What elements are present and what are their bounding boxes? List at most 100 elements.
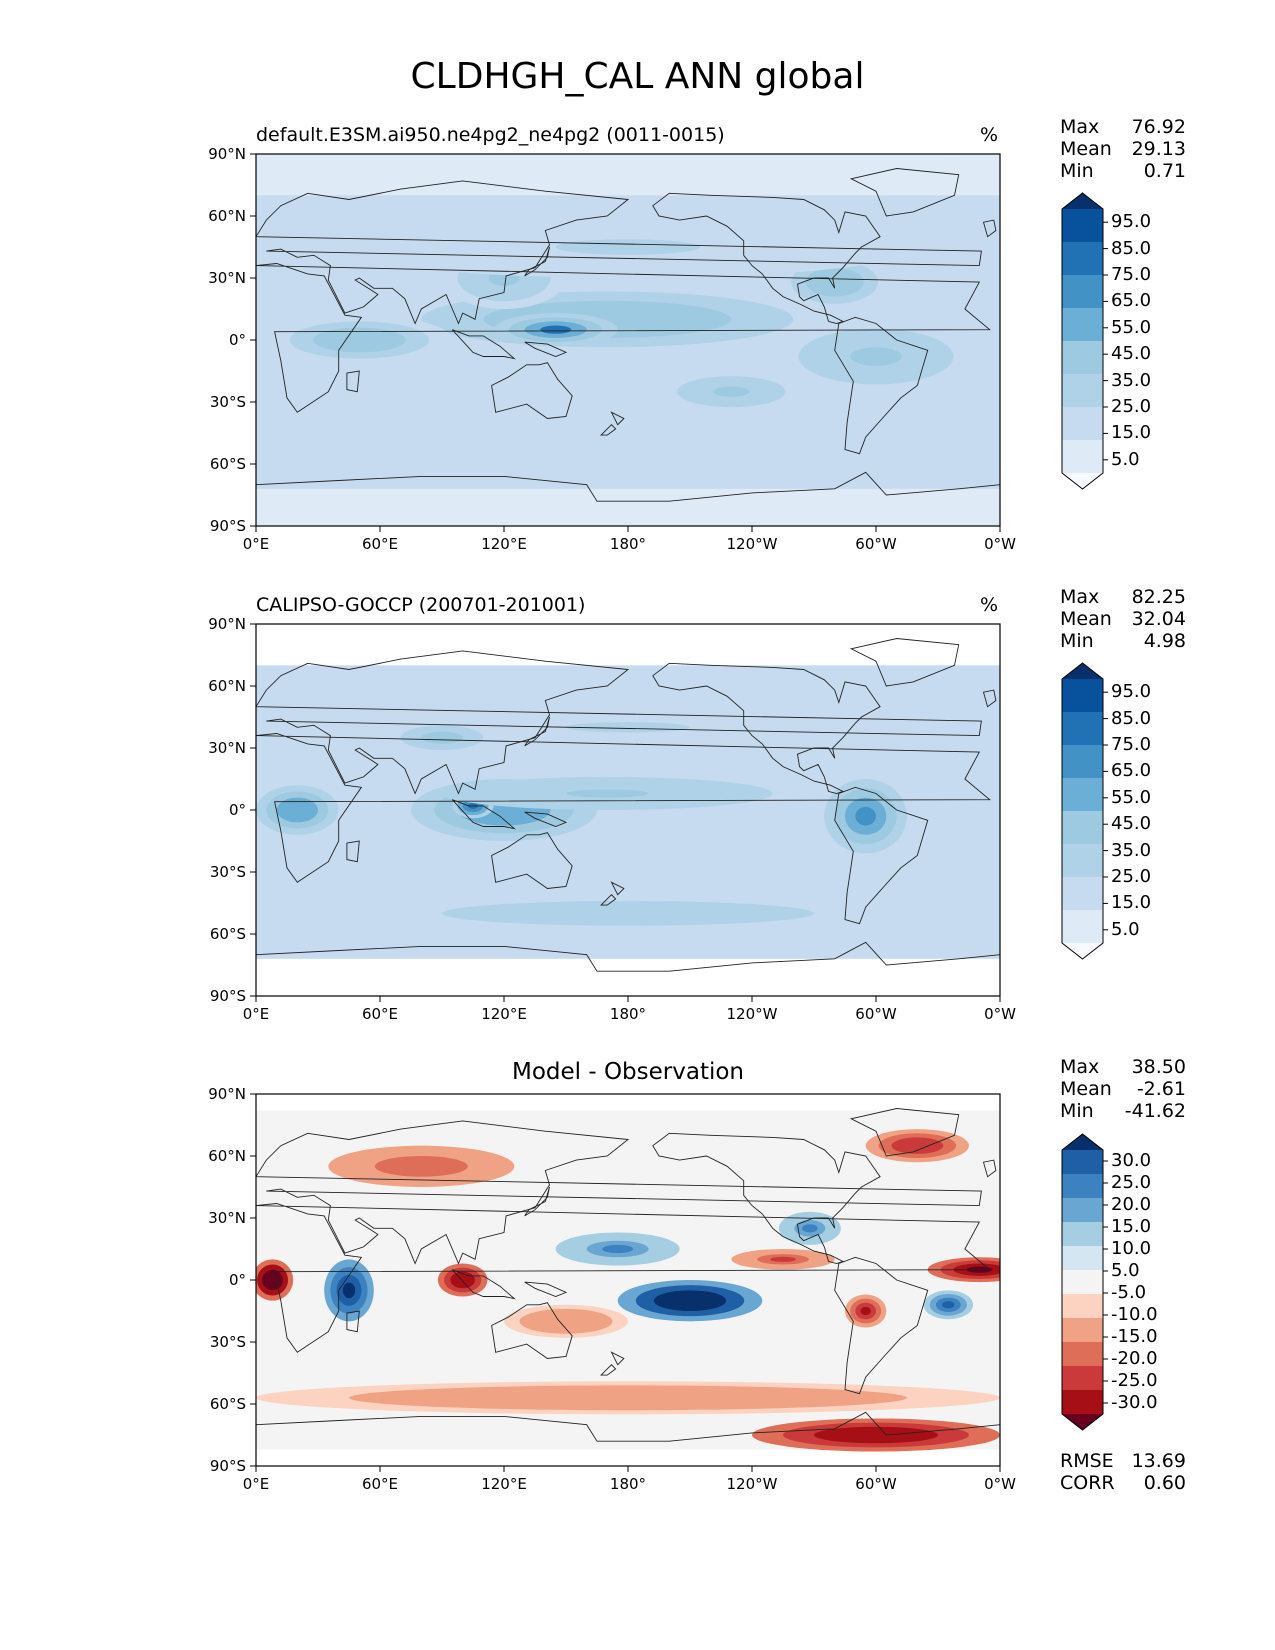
field-region-7: [456, 1275, 469, 1285]
y-tick-label: 60°N: [208, 677, 246, 695]
coastline: [610, 411, 625, 426]
colorbar-label: 15.0: [1111, 1216, 1152, 1237]
x-tick-label: 60°W: [855, 535, 897, 553]
coastline: [600, 894, 617, 906]
y-tick-label: 60°N: [208, 207, 246, 225]
stat-value: 38.50: [1131, 1056, 1186, 1078]
field-region-8: [535, 907, 721, 920]
coastline: [652, 1132, 881, 1264]
colorbar-label: 35.0: [1111, 369, 1152, 391]
field-region-3: [287, 803, 308, 817]
colorbar-label: 30.0: [1111, 1150, 1152, 1171]
colorbar-label: 5.0: [1111, 1260, 1140, 1281]
stat-row: RMSE 13.69: [1060, 1450, 1186, 1472]
field-region-5: [713, 386, 750, 397]
coastline: [849, 168, 960, 217]
coastline: [524, 1186, 550, 1217]
coastline: [256, 1411, 1000, 1466]
colorbar-label: 15.0: [1111, 892, 1152, 914]
coastline: [256, 941, 1000, 996]
panel-3: [250, 1093, 1108, 1472]
panel-title: CALIPSO-GOCCP (200701-201001): [256, 594, 586, 616]
colorbar-label: 65.0: [1111, 290, 1152, 312]
field-region-12: [398, 1161, 445, 1172]
stat-label: Max: [1060, 1056, 1100, 1078]
stat-value: -2.61: [1136, 1078, 1186, 1100]
colorbar-outline: [1061, 192, 1104, 490]
colorbar-label: 35.0: [1111, 839, 1152, 861]
field-region-15: [550, 1317, 582, 1326]
colorbar-bin: [1062, 407, 1103, 441]
coastline: [982, 219, 997, 238]
colorbar-extend-max: [1062, 1134, 1103, 1150]
stat-label: Mean: [1060, 138, 1112, 160]
field-region-5: [566, 789, 649, 798]
x-tick-label: 180°: [609, 535, 647, 553]
polar-band-north: [256, 154, 1000, 196]
coastline: [256, 263, 991, 413]
y-tick-label: 30°N: [208, 269, 246, 287]
polar-band-south: [256, 488, 1000, 526]
stat-label: Max: [1060, 116, 1100, 138]
stat-row: Min 4.98: [1060, 630, 1186, 652]
y-tick-label: 90°S: [209, 517, 246, 535]
figure-title: CLDHGH_CAL ANN global: [410, 56, 865, 97]
colorbar-bin: [1062, 877, 1103, 911]
coastline: [849, 638, 960, 687]
y-tick-label: 90°N: [208, 615, 246, 633]
x-tick-label: 120°E: [481, 1005, 527, 1023]
panel-2: [250, 623, 1108, 1002]
colorbar-bin: [1062, 844, 1103, 878]
coastline: [524, 1281, 568, 1297]
coastline: [652, 662, 881, 794]
field-region-2: [602, 1244, 634, 1254]
colorbar-outline: [1061, 1133, 1104, 1431]
stat-label: Min: [1060, 160, 1094, 182]
stat-row: Mean 29.13: [1060, 138, 1186, 160]
field-region-10: [770, 1256, 796, 1262]
polar-band-north: [256, 1094, 1000, 1111]
y-tick-label: 30°S: [209, 1333, 246, 1351]
stat-label: RMSE: [1060, 1450, 1114, 1472]
field-region-9: [860, 1306, 871, 1316]
colorbar-label: 45.0: [1111, 343, 1152, 365]
coastline: [610, 1351, 625, 1366]
panel-title: default.E3SM.ai950.ne4pg2_ne4pg2 (0011-0…: [256, 124, 725, 146]
colorbar-bin: [1062, 1294, 1103, 1319]
coastline: [491, 362, 573, 419]
coastline: [491, 1302, 573, 1359]
y-tick-label: 30°S: [209, 863, 246, 881]
coastline: [652, 192, 881, 324]
stat-value: 4.98: [1143, 630, 1186, 652]
coastline: [600, 1364, 617, 1376]
x-tick-label: 0°E: [242, 1475, 270, 1493]
colorbar-bin: [1062, 679, 1103, 713]
x-tick-label: 60°E: [361, 1005, 399, 1023]
coastline: [610, 881, 625, 896]
coastline: [849, 1108, 960, 1157]
field-region-9: [535, 426, 721, 440]
colorbar-bin: [1062, 1150, 1103, 1175]
stat-value: 13.69: [1131, 1450, 1186, 1472]
stat-row: Max 38.50: [1060, 1056, 1186, 1078]
colorbar-bin: [1062, 778, 1103, 812]
x-tick-label: 60°W: [855, 1005, 897, 1023]
colorbar-bin: [1062, 341, 1103, 375]
field-region-6: [267, 1274, 278, 1286]
coastline: [834, 786, 929, 925]
y-tick-label: 90°S: [209, 987, 246, 1005]
colorbar-bin: [1062, 1246, 1103, 1271]
stat-value: 82.25: [1131, 586, 1186, 608]
y-tick-label: 60°S: [209, 925, 246, 943]
colorbar-bin: [1062, 910, 1103, 944]
field-region-8: [555, 239, 701, 255]
x-tick-label: 120°E: [481, 535, 527, 553]
colorbar-outline: [1061, 662, 1104, 960]
colorbar-label: 85.0: [1111, 707, 1152, 729]
field-region-4: [802, 1224, 818, 1233]
colorbar-label: 5.0: [1111, 918, 1140, 940]
colorbar-label: -30.0: [1111, 1392, 1158, 1413]
panel-stats: Max 38.50 Mean -2.61 Min -41.62: [1060, 1056, 1186, 1122]
no-data-south: [256, 979, 1000, 996]
x-tick-label: 0°E: [242, 1005, 270, 1023]
